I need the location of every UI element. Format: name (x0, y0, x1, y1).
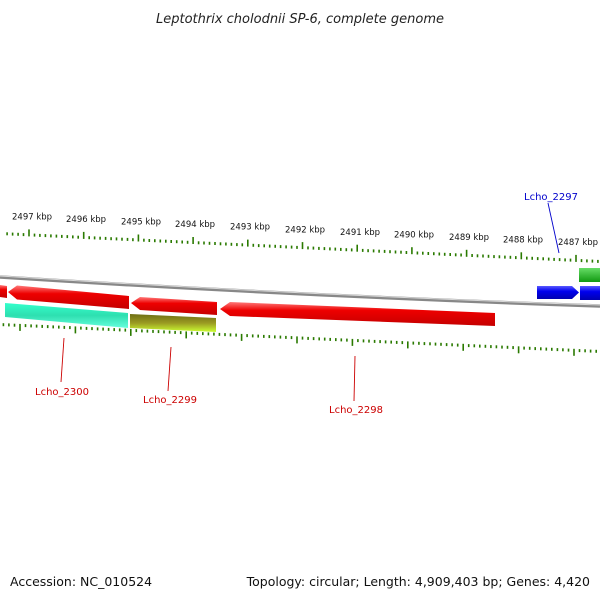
cog-block-lcho-2300 (5, 303, 128, 328)
gene-label-lcho-2299[interactable]: Lcho_2299 (143, 395, 197, 406)
tick-label: 2488 kbp (503, 236, 543, 246)
tick-label: 2494 kbp (175, 220, 215, 230)
gene-lcho-2300-arrow[interactable] (8, 285, 129, 310)
tick-label: 2490 kbp (394, 230, 434, 240)
leader-line-lcho-2300 (60, 337, 65, 383)
tick-label: 2495 kbp (121, 218, 161, 228)
tick-label: 2492 kbp (285, 225, 325, 235)
map-title: Leptothrix cholodnii SP-6, complete geno… (156, 12, 444, 27)
tick-label: 2489 kbp (449, 233, 489, 243)
gene-lcho-2301-arrow[interactable] (0, 285, 7, 298)
tick-label: 2493 kbp (230, 223, 270, 233)
gene-lcho-2296-arrow[interactable] (580, 286, 600, 300)
genome-backbone (0, 275, 600, 308)
tick-label: 2487 kbp (558, 238, 598, 248)
gene-lcho-2298-arrow[interactable] (220, 302, 495, 326)
gene-label-lcho-2300[interactable]: Lcho_2300 (35, 387, 89, 398)
leader-line-lcho-2298 (353, 355, 356, 402)
accession-label: Accession: NC_010524 (10, 574, 153, 589)
cog-block-lcho-2299 (130, 314, 216, 332)
tick-ring-lower (2, 323, 598, 356)
leader-line-lcho-2299 (167, 346, 172, 392)
gene-lcho-2299-arrow[interactable] (131, 297, 217, 315)
genome-summary: Topology: circular; Length: 4,909,403 bp… (246, 574, 590, 589)
gene-lcho-2297-arrow[interactable] (537, 286, 579, 299)
leader-line-lcho-2297 (547, 202, 560, 254)
tick-label: 2497 kbp (12, 213, 52, 223)
tick-label: 2496 kbp (66, 215, 106, 225)
tick-ring-upper: 2497 kbp 2496 kbp 2495 kbp 2494 kbp 2493 kbp… (6, 213, 599, 263)
cog-block-lcho-2297 (579, 268, 600, 282)
gene-label-lcho-2298[interactable]: Lcho_2298 (329, 405, 383, 416)
tick-label: 2491 kbp (340, 228, 380, 238)
gene-label-lcho-2297[interactable]: Lcho_2297 (524, 192, 578, 203)
